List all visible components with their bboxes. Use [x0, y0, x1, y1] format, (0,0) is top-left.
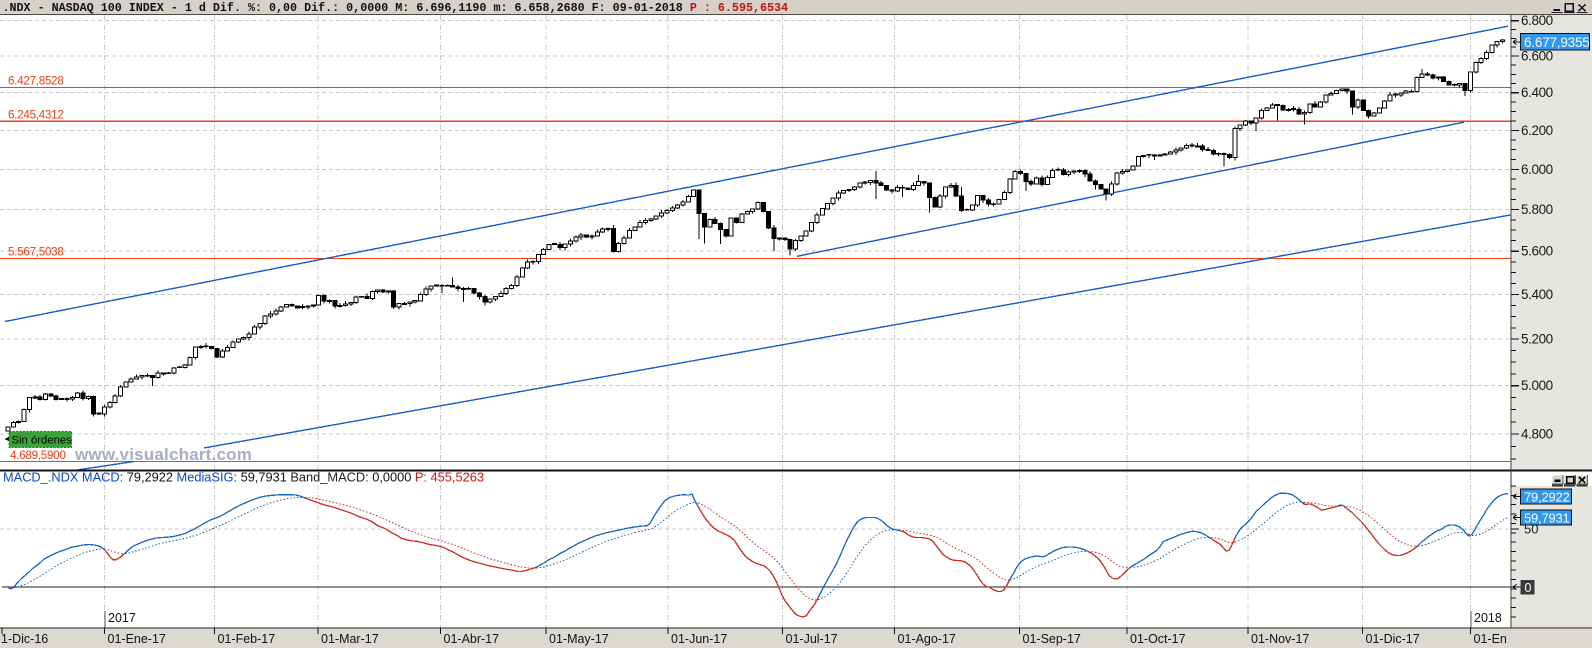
svg-text:0: 0 — [1525, 581, 1532, 595]
svg-text:5.400: 5.400 — [1521, 287, 1553, 302]
svg-text:MACD_.NDX MACD: 79,2922 MediaS: MACD_.NDX MACD: 79,2922 MediaSIG: 59,793… — [3, 470, 484, 485]
svg-text:6.000: 6.000 — [1521, 162, 1553, 177]
svg-text:5.200: 5.200 — [1521, 332, 1553, 347]
svg-text:Sin órdenes: Sin órdenes — [12, 435, 73, 447]
svg-text:01-Oct-17: 01-Oct-17 — [1130, 632, 1186, 646]
svg-text:4.800: 4.800 — [1521, 427, 1553, 442]
svg-text:01-Jun-17: 01-Jun-17 — [671, 632, 727, 646]
svg-text:01-Mar-17: 01-Mar-17 — [321, 632, 379, 646]
svg-text:79,2922: 79,2922 — [1524, 489, 1570, 504]
svg-text:01-Nov-17: 01-Nov-17 — [1251, 632, 1309, 646]
svg-text:01-Ene-17: 01-Ene-17 — [108, 632, 166, 646]
svg-text:01-Abr-17: 01-Abr-17 — [444, 632, 500, 646]
svg-text:01-Ago-17: 01-Ago-17 — [898, 632, 956, 646]
svg-text:.NDX - NASDAQ 100 INDEX - 1 d: .NDX - NASDAQ 100 INDEX - 1 d Dif. %: 0,… — [3, 1, 789, 15]
svg-text:www.visualchart.com: www.visualchart.com — [74, 445, 252, 464]
svg-text:2018: 2018 — [1474, 611, 1502, 625]
svg-text:6.677,9355: 6.677,9355 — [1524, 35, 1590, 50]
svg-text:5.800: 5.800 — [1521, 202, 1553, 217]
svg-text:6.400: 6.400 — [1521, 85, 1553, 100]
svg-text:6.427,8528: 6.427,8528 — [8, 76, 64, 88]
svg-text:1-Dic-16: 1-Dic-16 — [1, 632, 48, 646]
svg-text:4.689,5900: 4.689,5900 — [10, 450, 66, 462]
svg-text:01-Sep-17: 01-Sep-17 — [1023, 632, 1081, 646]
svg-text:2017: 2017 — [108, 611, 136, 625]
svg-text:6.800: 6.800 — [1521, 13, 1553, 28]
svg-text:01-May-17: 01-May-17 — [549, 632, 609, 646]
svg-text:5.000: 5.000 — [1521, 378, 1553, 393]
svg-text:01-Jul-17: 01-Jul-17 — [786, 632, 838, 646]
svg-text:6.600: 6.600 — [1521, 49, 1553, 64]
svg-text:01-En: 01-En — [1474, 632, 1507, 646]
svg-text:59,7931: 59,7931 — [1524, 510, 1570, 525]
svg-text:6.245,4312: 6.245,4312 — [8, 109, 64, 121]
svg-text:5.567,5038: 5.567,5038 — [8, 247, 64, 259]
svg-text:01-Dic-17: 01-Dic-17 — [1366, 632, 1420, 646]
svg-text:5.600: 5.600 — [1521, 244, 1553, 259]
svg-text:01-Feb-17: 01-Feb-17 — [218, 632, 276, 646]
svg-text:6.200: 6.200 — [1521, 123, 1553, 138]
